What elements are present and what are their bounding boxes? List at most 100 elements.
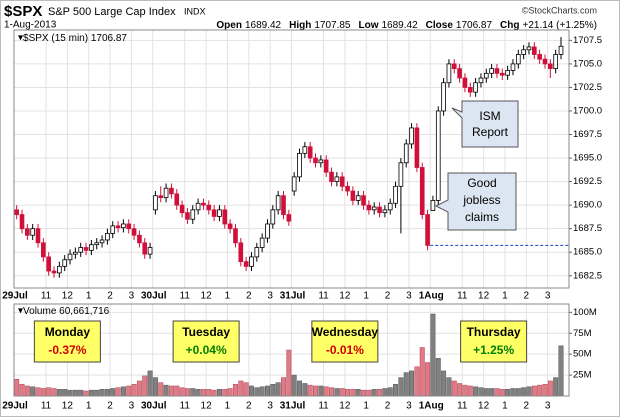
x-tick-label: 1 [502,291,508,302]
stats: Open 1689.42 High 1707.85 Low 1689.42 Close 170… [216,20,597,31]
candle-body [318,159,324,164]
candle-body [425,214,430,246]
volume-bar [46,387,52,397]
candle-body [531,46,537,55]
volume-bar [243,382,249,397]
volume-bar [446,377,452,397]
candle-body [254,247,260,258]
stat-value: 1706.87 [456,20,493,31]
volume-bar [307,384,313,397]
volume-bar [104,389,110,397]
volume-bar [531,385,537,397]
candle-body [483,72,489,79]
volume-bar [110,388,116,397]
volume-bar [483,388,489,397]
stat-value: +21.14 (+1.25%) [523,20,598,31]
x-tick-label: 12 [201,291,213,302]
x-tick-label: 11 [180,401,191,412]
volume-bar [393,384,399,397]
volume-bar [510,388,516,397]
candle-body [110,225,116,234]
volume-bar [275,382,281,397]
day-name: Monday [45,325,91,339]
y-tick-label: 1700.0 [573,105,602,116]
day-box [460,320,528,363]
candle-body [494,68,500,74]
candle-body [259,237,265,248]
x-tick-label: 1Aug [419,291,444,302]
candle-body [217,209,222,217]
volume-bar [462,384,468,397]
x-tick-label: 12 [478,291,490,302]
candle-body [185,212,190,220]
stat-value: 1689.42 [382,20,419,31]
candle-body [158,195,164,199]
candle-body [19,214,25,230]
x-tick-label: 1 [86,401,92,412]
candle-body [462,77,468,88]
candle-body [361,195,366,206]
x-tick-label: 1 [363,291,369,302]
candle-body [521,49,526,55]
volume-bar [83,390,89,397]
volume-bar [553,377,559,397]
candle-body [446,63,452,84]
candle-body [62,259,68,267]
y-tick-label: 100M [573,307,597,318]
candle-body [206,204,212,211]
volume-bar [238,380,244,397]
candle-body [558,45,564,55]
volume-bar [291,374,297,397]
candle-body [238,242,244,263]
x-tick-label: 2 [246,291,252,302]
volume-bar [30,386,36,397]
volume-bar [441,370,447,397]
copyright: ©StockCharts.com [522,5,597,15]
x-tick-label: 3 [406,291,412,302]
candle-body [355,195,361,201]
x-tick-label: 3 [545,291,551,302]
y-tick-label: 1697.5 [573,129,602,140]
volume-bar [377,389,383,397]
x-tick-label: 11 [457,291,468,302]
stat-label: Low [359,20,379,31]
marks [14,37,569,397]
volume-bar [259,386,265,397]
y-tick-label: 1682.5 [573,270,602,281]
volume-bar [99,389,105,397]
y-tick-label: 50M [573,349,592,360]
x-tick-label: 1 [225,401,231,412]
candle-body [249,256,254,267]
day-box [311,320,379,363]
x-tick-label: 3 [129,291,135,302]
volume-bar [537,384,543,397]
x-tick-label: 1 [502,401,508,412]
x-tick-label: 12 [62,401,74,412]
candle-body [73,251,78,255]
x-tick-label: 30Jul [141,401,167,412]
x-tick-label: 31Jul [280,401,306,412]
callout-text: jobless [462,193,500,207]
candle-body [126,223,132,230]
candle-body [382,209,388,214]
callout-text: Good [467,176,496,190]
volume-bar [451,380,457,397]
volume-bar [542,384,548,397]
volume-bar [345,389,351,397]
candle-body [307,146,313,159]
volume-bar [168,385,174,397]
candle-body [478,77,484,84]
day-change: +0.04% [186,343,227,357]
volume-bar [174,385,180,397]
index-name: S&P 500 Large Cap Index [48,6,176,18]
volume-bar [62,389,68,397]
volume-bar [152,377,158,397]
volume-bar [163,384,169,397]
callout-box [451,100,519,148]
stat-label: Open [216,20,242,31]
volume-bar [179,387,185,397]
candle-body [222,209,228,225]
volume-bar [361,389,367,397]
volume-bar [371,389,377,397]
symbol: $SPX [4,3,42,20]
